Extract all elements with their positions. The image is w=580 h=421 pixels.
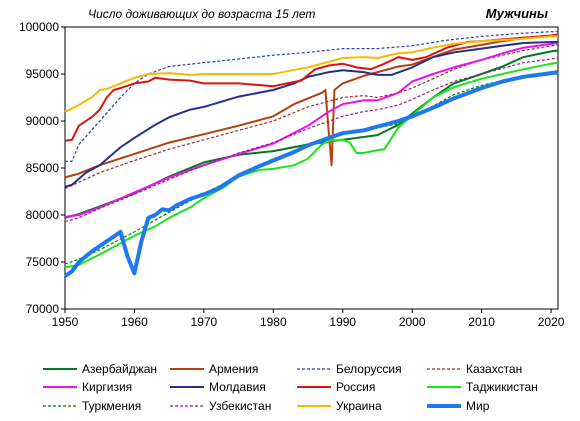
x-tick-label: 1970 xyxy=(191,315,218,329)
series-line-белоруссия xyxy=(65,31,558,162)
plot-frame xyxy=(64,26,559,310)
y-tick-label: 100000 xyxy=(19,20,59,34)
series-line-молдавия xyxy=(64,41,558,188)
series-line-туркмения xyxy=(64,73,558,265)
legend-label: Молдавия xyxy=(209,380,266,394)
legend: Азербайджан Армения Белоруссия Казахстан Кир… xyxy=(43,362,538,413)
y-tick-label: 80000 xyxy=(26,208,60,222)
legend-label: Туркмения xyxy=(82,399,141,413)
legend-label: Россия xyxy=(336,380,375,394)
legend-label: Таджикистан xyxy=(466,380,538,394)
y-tick-label: 90000 xyxy=(26,114,60,128)
series-line-россия xyxy=(64,33,559,142)
x-tick-label: 2010 xyxy=(468,315,495,329)
x-tick-label: 2020 xyxy=(538,315,565,329)
x-tick-label: 1980 xyxy=(260,315,287,329)
x-tick-label: 2000 xyxy=(399,315,426,329)
legend-label: Узбекистан xyxy=(209,399,271,413)
legend-label: Украина xyxy=(336,399,382,413)
series-line-украина xyxy=(64,35,558,113)
series-line-узбекистан xyxy=(64,57,559,223)
x-tick-label: 1960 xyxy=(121,315,148,329)
series-line-казахстан xyxy=(64,44,559,190)
y-tick-label: 95000 xyxy=(26,67,60,81)
legend-label: Казахстан xyxy=(466,362,522,376)
y-tick-label: 85000 xyxy=(26,161,60,175)
plot-area xyxy=(63,31,559,278)
series-line-таджикистан xyxy=(64,61,559,269)
chart-subtitle: Мужчины xyxy=(486,6,548,21)
y-tick-label: 70000 xyxy=(26,302,60,316)
series-line-мир xyxy=(63,70,559,278)
series-line-киргизия xyxy=(64,42,559,218)
legend-label: Азербайджан xyxy=(82,362,157,376)
x-tick-label: 1990 xyxy=(329,315,356,329)
legend-label: Киргизия xyxy=(82,380,132,394)
axes: 70000 75000 80000 85000 90000 95000 100000 1950… xyxy=(19,20,565,329)
chart-title: Число доживающих до возраста 15 лет xyxy=(88,7,315,21)
series-line-армения xyxy=(64,34,559,179)
legend-label: Мир xyxy=(466,399,490,413)
x-tick-label: 1950 xyxy=(52,315,79,329)
legend-label: Белоруссия xyxy=(336,362,402,376)
legend-label: Армения xyxy=(209,362,258,376)
y-tick-label: 75000 xyxy=(26,255,60,269)
